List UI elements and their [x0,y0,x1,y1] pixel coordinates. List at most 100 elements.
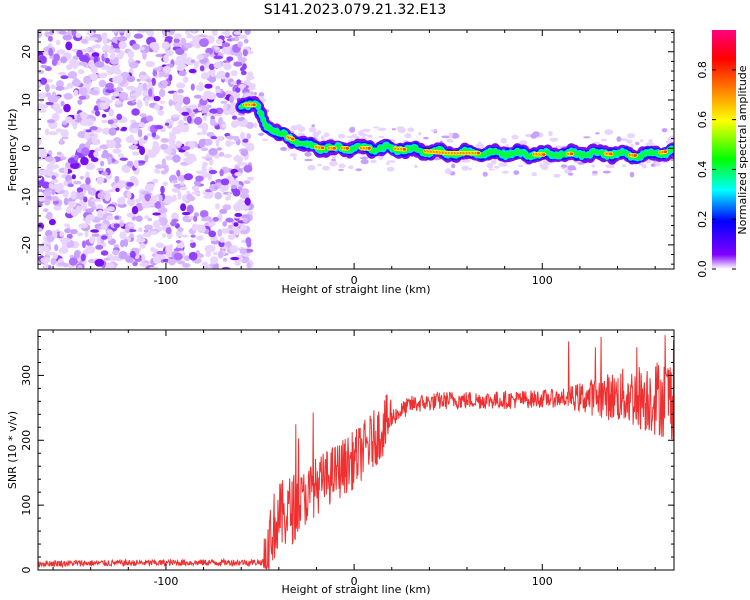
noise-blob [232,188,241,197]
noise-blob [132,139,138,145]
haze-blob [486,163,494,169]
noise-blob [148,88,153,97]
noise-blob [163,148,173,154]
noise-blob [221,228,230,234]
noise-blob [93,151,99,158]
haze-blob [293,156,297,160]
noise-blob [201,72,210,80]
noise-blob [85,245,96,254]
noise-blob [243,164,253,173]
noise-blob [182,96,191,105]
noise-blob [214,185,219,190]
noise-blob [50,84,56,90]
noise-blob [125,135,135,144]
noise-blob [91,110,96,114]
haze-blob [661,128,668,133]
noise-blob [225,135,236,139]
noise-blob [60,75,69,80]
haze-blob [491,159,497,165]
haze-blob [433,157,442,161]
noise-blob [110,255,119,261]
noise-blob [246,142,255,152]
noise-blob [46,163,55,172]
noise-blob [186,33,194,39]
noise-blob [105,88,115,94]
noise-blob [219,208,228,215]
noise-blob [206,112,214,116]
ridge-hot-red [345,146,350,150]
noise-blob [152,220,161,229]
noise-blob [183,42,193,49]
noise-blob [60,56,68,64]
colorbar-tick-label: 0.0 [696,260,709,278]
noise-blob [44,198,51,206]
noise-blob [78,223,89,229]
noise-blob [231,91,241,99]
haze-blob [320,135,325,141]
noise-blob [218,151,225,157]
colorbar: 0.0 0.2 0.4 0.6 0.8 Normalized spectral ampl… [696,30,749,278]
noise-blob [74,154,79,161]
noise-blob [234,156,244,160]
spectrogram-y-tick-label: 0 [20,145,33,152]
noise-blob [229,245,239,253]
noise-blob [111,30,118,33]
noise-blob [143,135,148,141]
noise-blob [183,173,194,181]
haze-blob [338,163,346,169]
noise-blob [84,216,93,222]
noise-blob [225,241,232,248]
noise-blob [62,34,73,41]
noise-blob [157,109,165,116]
noise-blob [131,108,140,116]
noise-blob [77,69,85,75]
noise-blob [121,165,131,172]
haze-blob [650,163,656,167]
noise-blob [52,200,60,205]
noise-blob [145,61,155,68]
noise-blob [67,183,74,188]
noise-blob [194,94,202,99]
noise-blob [191,104,198,108]
noise-blob [240,66,245,72]
haze-blob [307,165,316,171]
noise-blob [224,72,230,78]
noise-blob [80,156,89,166]
noise-blob [60,156,67,161]
haze-blob [317,163,322,167]
ridge-segment [259,112,264,117]
noise-blob [94,147,102,152]
snr-x-tick-label: -100 [153,575,178,588]
noise-blob [191,191,201,195]
haze-blob [665,140,673,144]
haze-blob [296,124,302,127]
noise-blob [217,228,223,237]
noise-blob [139,262,150,267]
noise-blob [52,103,61,112]
noise-blob [181,111,190,116]
noise-blob [46,211,53,221]
noise-blob [46,119,56,124]
noise-blob [137,128,143,138]
noise-blob [127,160,134,167]
haze-blob [373,126,380,129]
haze-blob [511,134,519,140]
noise-blob [144,154,149,163]
noise-blob [172,91,178,101]
noise-blob [110,123,119,129]
noise-blob [214,46,220,50]
noise-blob [46,235,55,243]
haze-blob [378,135,385,139]
noise-blob [153,146,160,155]
noise-blob [40,257,51,264]
snr-series-line [38,335,674,570]
noise-blob [161,41,171,50]
noise-blob [38,137,42,146]
haze-blob [280,146,288,151]
haze-blob [304,151,312,157]
noise-blob [99,96,108,102]
noise-blob [63,93,73,100]
noise-blob [79,176,85,180]
chart-title: S141.2023.079.21.32.E13 [264,2,447,18]
noise-blob [63,103,71,113]
